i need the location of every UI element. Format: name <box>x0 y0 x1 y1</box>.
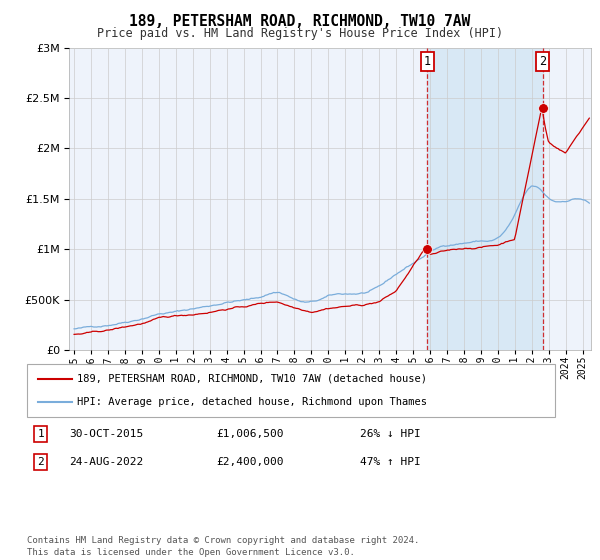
Text: 26% ↓ HPI: 26% ↓ HPI <box>360 429 421 439</box>
Text: 1: 1 <box>37 429 44 439</box>
Text: Price paid vs. HM Land Registry's House Price Index (HPI): Price paid vs. HM Land Registry's House … <box>97 27 503 40</box>
Bar <box>427 48 542 350</box>
Text: 24-AUG-2022: 24-AUG-2022 <box>69 457 143 467</box>
Text: £2,400,000: £2,400,000 <box>216 457 284 467</box>
Text: £1,006,500: £1,006,500 <box>216 429 284 439</box>
Text: 47% ↑ HPI: 47% ↑ HPI <box>360 457 421 467</box>
FancyBboxPatch shape <box>27 364 555 417</box>
Text: 2: 2 <box>539 55 546 68</box>
Text: 189, PETERSHAM ROAD, RICHMOND, TW10 7AW: 189, PETERSHAM ROAD, RICHMOND, TW10 7AW <box>130 14 470 29</box>
Text: 1: 1 <box>424 55 431 68</box>
Text: 189, PETERSHAM ROAD, RICHMOND, TW10 7AW (detached house): 189, PETERSHAM ROAD, RICHMOND, TW10 7AW … <box>77 374 427 384</box>
Text: Contains HM Land Registry data © Crown copyright and database right 2024.
This d: Contains HM Land Registry data © Crown c… <box>27 536 419 557</box>
Text: HPI: Average price, detached house, Richmond upon Thames: HPI: Average price, detached house, Rich… <box>77 397 427 407</box>
Text: 30-OCT-2015: 30-OCT-2015 <box>69 429 143 439</box>
Text: 2: 2 <box>37 457 44 467</box>
